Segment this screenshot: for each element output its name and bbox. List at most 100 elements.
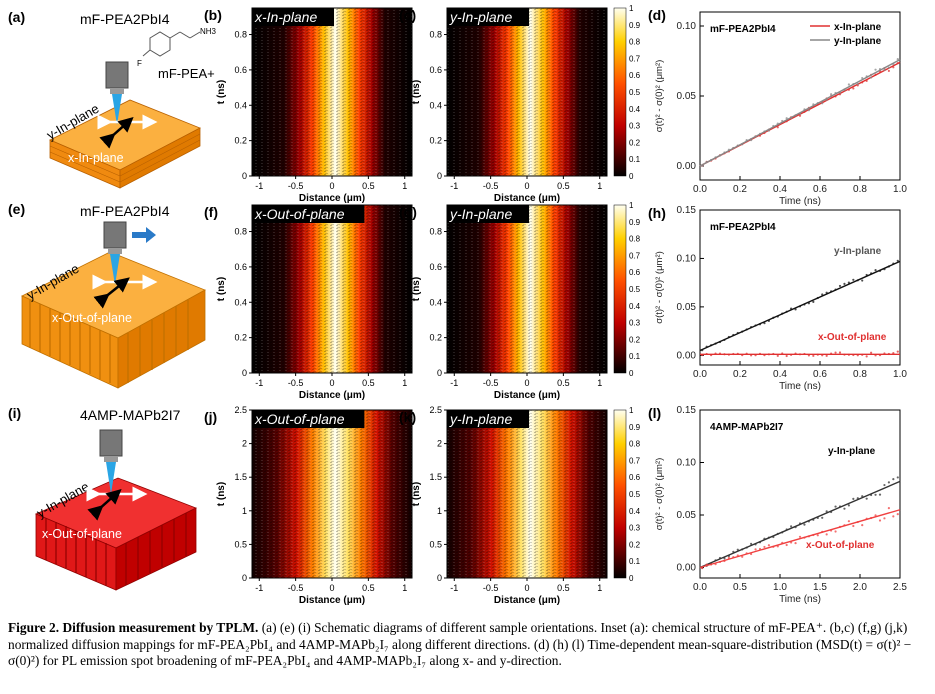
data-point [803,523,806,526]
data-point [861,279,864,282]
x-axis-label: Distance (μm) [299,595,365,606]
heatmap-noise [252,410,412,578]
colorbar-tick-label: 0.5 [629,88,641,97]
material-label: mF-PEA2PbI4 [80,203,170,219]
data-point [825,533,828,536]
x-tick-label: -1 [450,583,458,593]
heatmap-title-box [447,205,529,223]
data-point [754,548,757,551]
y-tick-label: 0.05 [677,91,697,102]
data-point [785,354,788,358]
panel-label: (f) [204,204,218,220]
y-tick-label: 1.5 [234,472,247,482]
heatmap-f: (f) x-Out-of-plane -1 -0.5 0 0.5 1 Distance (μm… [204,204,413,401]
data-point [816,534,819,537]
x-tick-label: -0.5 [288,378,304,388]
y-tick-label: 0.4 [429,100,442,110]
data-point [794,542,797,545]
x-tick-label: 1.0 [773,582,787,593]
colorbar-tick-label: 0.2 [629,138,641,147]
data-point [847,520,850,523]
heatmap-b: (b) x-In-plane -1 -0.5 0 0.5 1 Distance (μm) 0 0.… [204,7,413,204]
data-point [763,545,766,549]
figure-caption: Figure 2. Diffusion measurement by TPLM.… [8,620,928,670]
data-point [896,476,899,479]
panel-label: (e) [8,201,25,217]
y-axis-label: t (ns) [411,277,422,301]
x-tick-label: 0.4 [773,184,787,195]
y-tick-label: 0.6 [234,65,247,75]
y-tick-label: 1 [437,506,442,516]
data-point [821,102,824,105]
colorbar-tick-label: 1 [629,201,634,210]
colorbar-tick-label: 0 [629,369,634,378]
heatmap-title: y-In-plane [449,411,512,427]
data-point [834,351,837,354]
material-label: 4AMP-MAPb2I7 [80,407,181,423]
heatmap-title-box [252,8,334,26]
top-label: x-Out-of-plane [52,311,132,325]
x-tick-label: 0.8 [853,369,867,380]
panel-label: (h) [648,205,666,221]
data-point [865,497,868,500]
legend-label: y-In-plane [834,36,882,47]
data-point [892,515,895,518]
figure: (a) mF-PEA2PbI4 y-In-plane x-In-plane [8,4,907,606]
heatmap-title: y-In-plane [449,9,512,25]
data-point [790,525,793,528]
x-tick-label: 1 [402,181,407,191]
schematic-i: (i) 4AMP-MAPb2I7 y-In-plane x-Out-of-pla… [8,405,197,591]
x-tick-label: -1 [450,181,458,191]
heatmap-noise [252,205,412,373]
x-tick-label: 0.2 [733,369,747,380]
heatmap-noise [252,8,412,176]
data-point [785,117,788,120]
heatmap-title-box [447,410,529,428]
colorbar-tick-label: 0.4 [629,507,641,516]
heatmap-c: (c) y-In-plane -1 -0.5 0 0.5 1 Distance (μm) 0 0.… [399,7,608,204]
series-label: x-Out-of-plane [818,332,887,343]
x-tick-label: 0.5 [362,181,375,191]
data-point [896,513,899,516]
x-tick-label: -1 [255,583,263,593]
data-point [843,282,846,285]
data-point [776,354,779,357]
x-tick-label: 2.5 [893,582,907,593]
material-label: mF-PEA2PbI4 [80,11,170,27]
colorbar-tick-label: 0.5 [629,285,641,294]
data-point [887,481,890,484]
x-axis-label: Time (ns) [779,196,821,207]
x-tick-label: 0.0 [693,582,707,593]
colorbar-tick-label: 0.2 [629,540,641,549]
data-point [852,87,855,90]
heatmap-title-box [252,205,365,223]
x-tick-label: 0 [524,181,529,191]
y-tick-label: 0.00 [677,563,697,574]
x-tick-label: 0 [524,378,529,388]
colorbar-tick-label: 0.3 [629,524,641,533]
data-point [825,510,828,513]
x-tick-label: 1.5 [813,582,827,593]
heatmap-title: x-In-plane [254,9,317,25]
y-tick-label: 0.2 [234,136,247,146]
data-point [807,109,810,112]
colorbar-gradient [613,409,627,579]
objective-lens-icon [103,221,127,285]
y-tick-label: 2.5 [429,405,442,415]
legend-label: x-In-plane [834,22,882,33]
chart-title: 4AMP-MAPb2I7 [710,422,784,433]
y-tick-label: 0.10 [677,458,697,469]
data-point [896,350,899,353]
inset-atom-F: F [137,59,142,68]
colorbar-tick-label: 1 [629,4,634,13]
heatmap-panels: (b) x-In-plane -1 -0.5 0 0.5 1 Distance (μm) 0 0.… [204,4,641,606]
y-axis-label: t (ns) [216,277,227,301]
chart-title: mF-PEA2PbI4 [710,222,776,233]
data-point [887,507,890,510]
data-point [883,483,886,487]
x-axis-label: Time (ns) [779,594,821,605]
objective-lens-icon [99,429,123,494]
colorbar: 0 0.1 0.2 0.3 0.4 0.5 0.6 0.7 0.8 0.9 1 [613,406,641,583]
colorbar-tick-label: 0.9 [629,218,641,227]
